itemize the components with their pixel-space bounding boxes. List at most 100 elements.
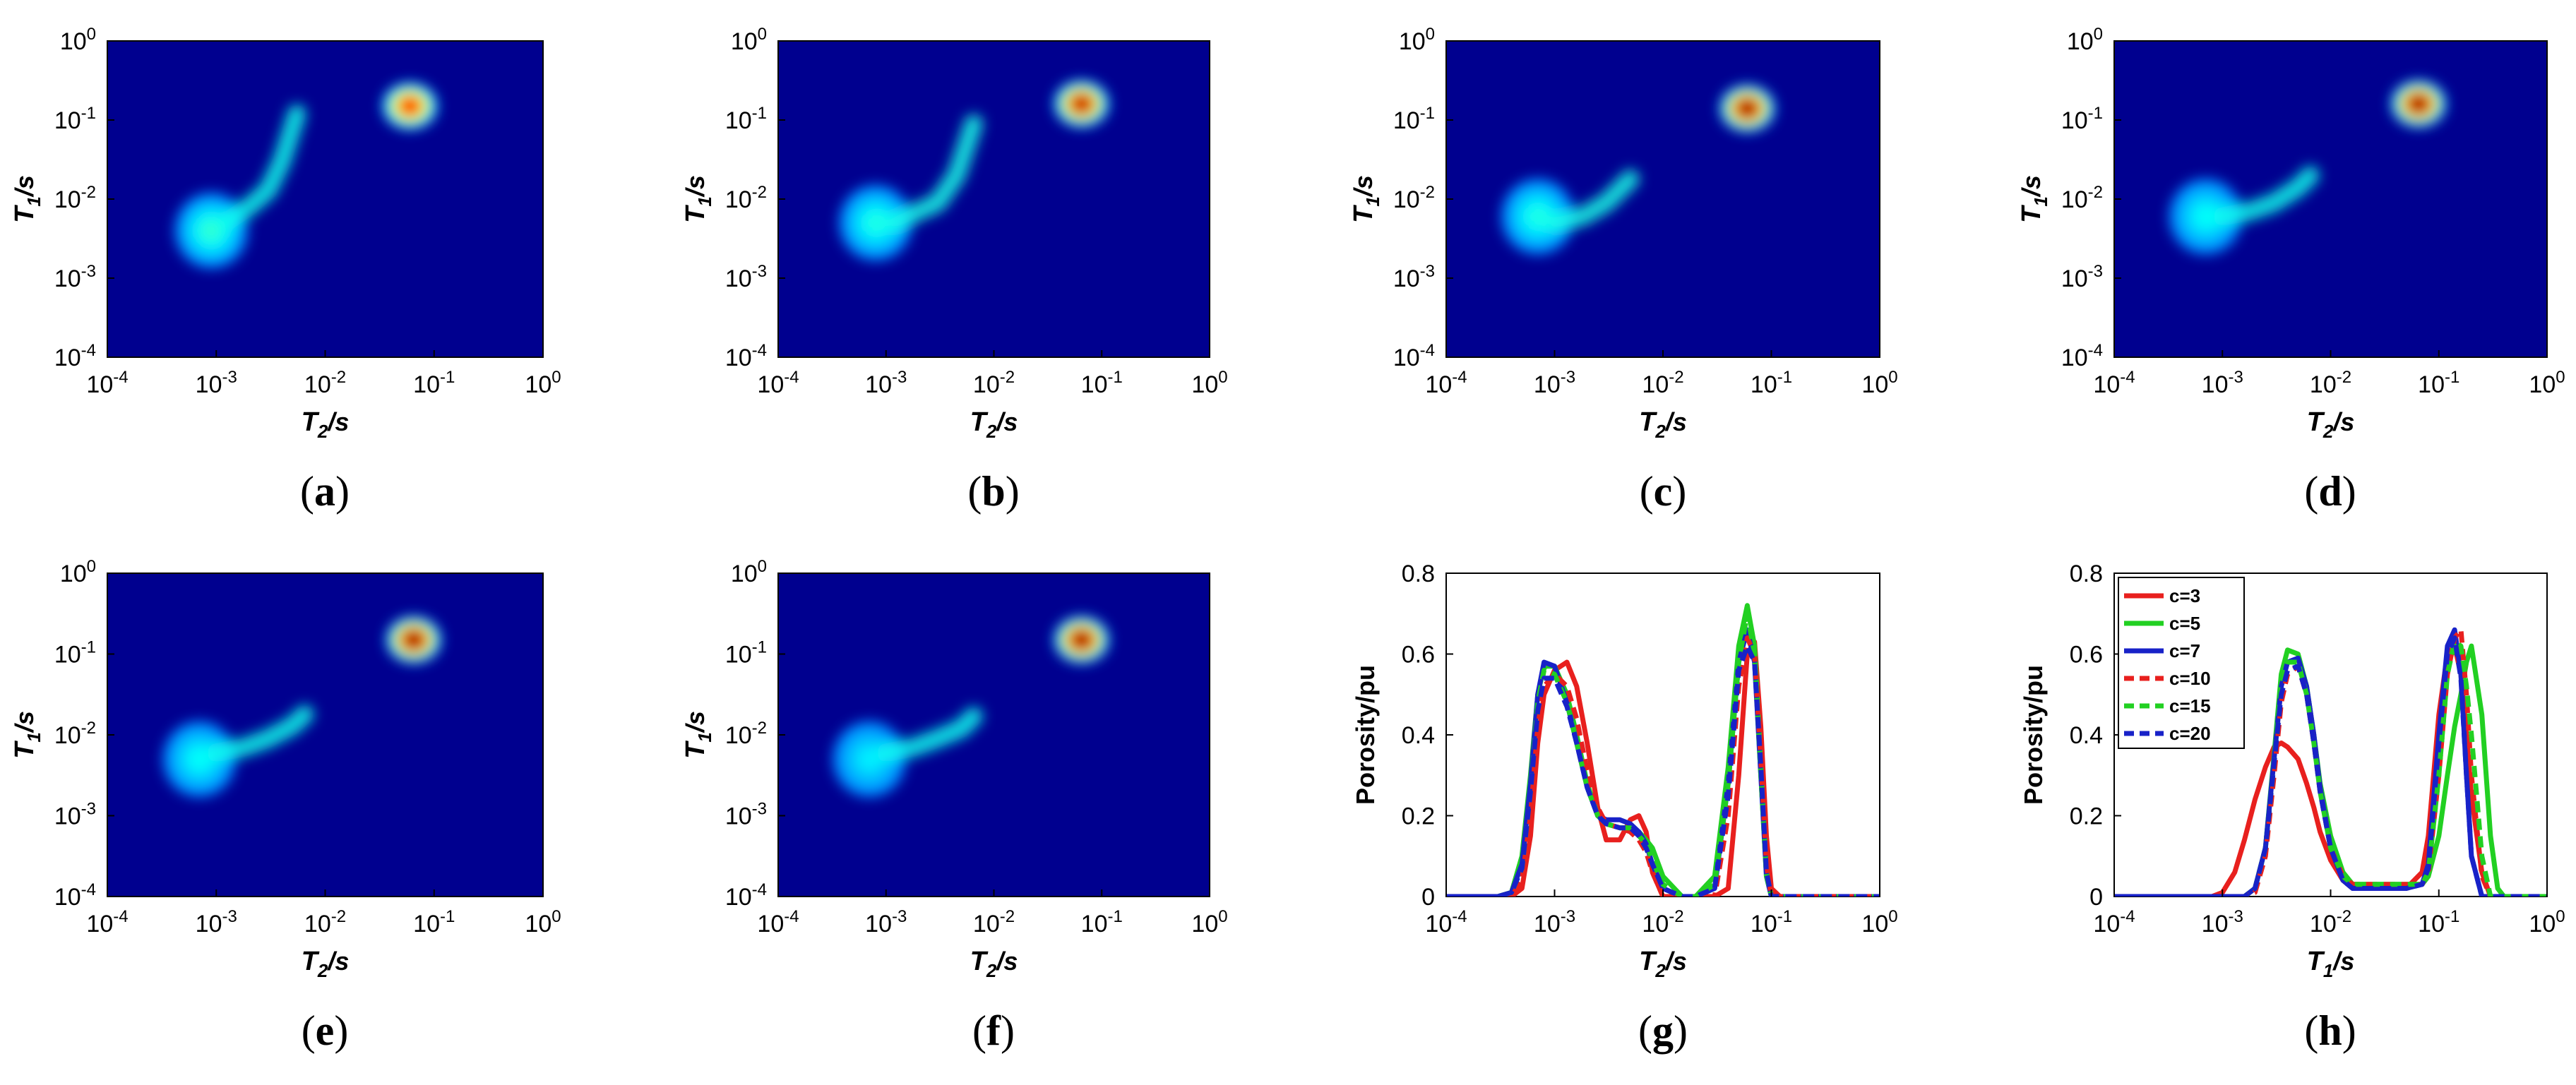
series-layer	[2114, 627, 2547, 897]
x-axis-title-sub: 2	[317, 421, 328, 442]
x-tick-label-exp: -2	[331, 907, 346, 926]
y-tick-label: 100	[1399, 25, 1435, 55]
y-tick-label-exp: -3	[752, 262, 767, 281]
y-axis-title-sub: 1	[694, 196, 715, 206]
heatmap-spot	[866, 212, 886, 233]
heatmap-spot	[1073, 96, 1090, 112]
y-tick-label: 10-2	[54, 719, 96, 749]
x-tick-label-exp: 0	[1218, 368, 1227, 387]
y-tick-label: 0.4	[2070, 722, 2103, 749]
series-line-c-10	[2114, 627, 2547, 897]
heatmap-layer	[162, 616, 442, 798]
y-tick-label-exp: -4	[752, 880, 767, 899]
x-tick-label-exp: -4	[1452, 907, 1467, 926]
x-tick-label: 10-1	[413, 907, 455, 937]
x-tick-label: 100	[1191, 907, 1227, 937]
x-tick-label-exp: -1	[1107, 907, 1122, 926]
x-tick-label: 10-4	[757, 368, 799, 398]
y-tick-label: 10-4	[2061, 341, 2103, 371]
y-tick-label-exp: -2	[752, 183, 767, 202]
y-axis-title-unit: /s	[10, 711, 39, 733]
x-tick-label-exp: -1	[1777, 907, 1792, 926]
series-line-c-20	[1446, 643, 1880, 897]
x-tick-label: 10-4	[757, 907, 799, 937]
x-axis-title-sub: 1	[2323, 960, 2333, 981]
y-tick-label-exp: -2	[81, 719, 96, 738]
x-axis-title-unit: /s	[326, 407, 349, 436]
y-axis-title: T1/s	[681, 175, 715, 223]
y-axis-title-unit: /s	[2017, 175, 2046, 198]
x-tick-label-exp: -4	[784, 368, 799, 387]
x-tick-label-exp: -1	[1107, 368, 1122, 387]
heatmap-tail	[215, 104, 306, 232]
y-tick-label: 100	[60, 25, 96, 55]
x-axis-title: T2/s	[1639, 407, 1687, 442]
y-tick-label-exp: -3	[81, 262, 96, 281]
x-tick-label: 100	[525, 368, 561, 398]
y-axis-title: T1/s	[681, 711, 715, 759]
x-axis-title: T2/s	[2307, 407, 2355, 442]
x-tick-label: 10-4	[1425, 368, 1467, 398]
series-line-c-20	[2114, 635, 2547, 897]
panel-letter: a	[314, 468, 335, 515]
x-axis-title-unit: /s	[995, 947, 1018, 976]
x-tick-label: 10-1	[413, 368, 455, 398]
y-tick-label: 0.8	[1402, 561, 1435, 587]
y-tick-label: 100	[60, 557, 96, 587]
y-tick-label-exp: 0	[1426, 25, 1435, 44]
x-tick-label: 10-2	[304, 368, 346, 398]
x-tick-label: 10-4	[86, 907, 128, 937]
heatmap-layer	[174, 82, 439, 269]
y-tick-label: 100	[2067, 25, 2103, 55]
y-tick-label: 10-2	[1393, 183, 1435, 213]
y-tick-label-exp: -4	[81, 341, 96, 360]
x-tick-label: 10-4	[86, 368, 128, 398]
y-tick-label-exp: -1	[1420, 104, 1435, 123]
y-tick-label-exp: -3	[752, 800, 767, 819]
y-tick-label: 10-1	[725, 638, 767, 669]
y-tick-label: 0.4	[1402, 722, 1435, 749]
x-tick-label-exp: -3	[1561, 907, 1575, 926]
y-tick-label: 10-4	[725, 341, 767, 371]
panel-letter: h	[2318, 1007, 2342, 1054]
x-tick-label: 10-3	[2202, 907, 2243, 937]
x-tick-label-exp: -2	[331, 368, 346, 387]
heatmap-spot	[1073, 632, 1090, 648]
y-tick-label-exp: 0	[87, 557, 96, 576]
heatmap-spot	[201, 220, 221, 241]
heatmap-spot	[401, 98, 419, 114]
y-axis-title: T1/s	[1349, 175, 1383, 223]
heatmap-spot	[2410, 96, 2427, 112]
panel-label: (h)	[2304, 1007, 2356, 1054]
y-tick-label-exp: -4	[81, 880, 96, 899]
x-tick-label-exp: -1	[2445, 368, 2459, 387]
y-axis-title: Porosity/pu	[1351, 665, 1380, 805]
x-tick-label-exp: -3	[2228, 907, 2243, 926]
x-tick-label-exp: -4	[2120, 368, 2135, 387]
y-tick-label-exp: -1	[2088, 104, 2103, 123]
x-tick-label-exp: 0	[551, 368, 561, 387]
legend-label: c=7	[2169, 640, 2200, 661]
x-axis-title: T2/s	[970, 407, 1018, 442]
panel-label: (f)	[972, 1007, 1015, 1054]
x-tick-label: 10-4	[2093, 368, 2135, 398]
y-tick-label-exp: -3	[81, 800, 96, 819]
panel-letter: d	[2318, 468, 2342, 515]
heatmap-tail	[2213, 166, 2320, 226]
panel-label: (c)	[1640, 468, 1687, 515]
heatmap-tail	[207, 705, 314, 762]
x-tick-label-exp: -1	[2445, 907, 2459, 926]
y-tick-label-exp: 0	[758, 25, 767, 44]
y-tick-label-exp: -2	[2088, 183, 2103, 202]
heatmap-background	[107, 41, 543, 357]
heatmap-tail	[885, 114, 983, 232]
x-tick-label: 10-2	[973, 907, 1015, 937]
y-tick-label-exp: -1	[752, 638, 767, 657]
x-axis-title: T1/s	[2307, 947, 2355, 981]
